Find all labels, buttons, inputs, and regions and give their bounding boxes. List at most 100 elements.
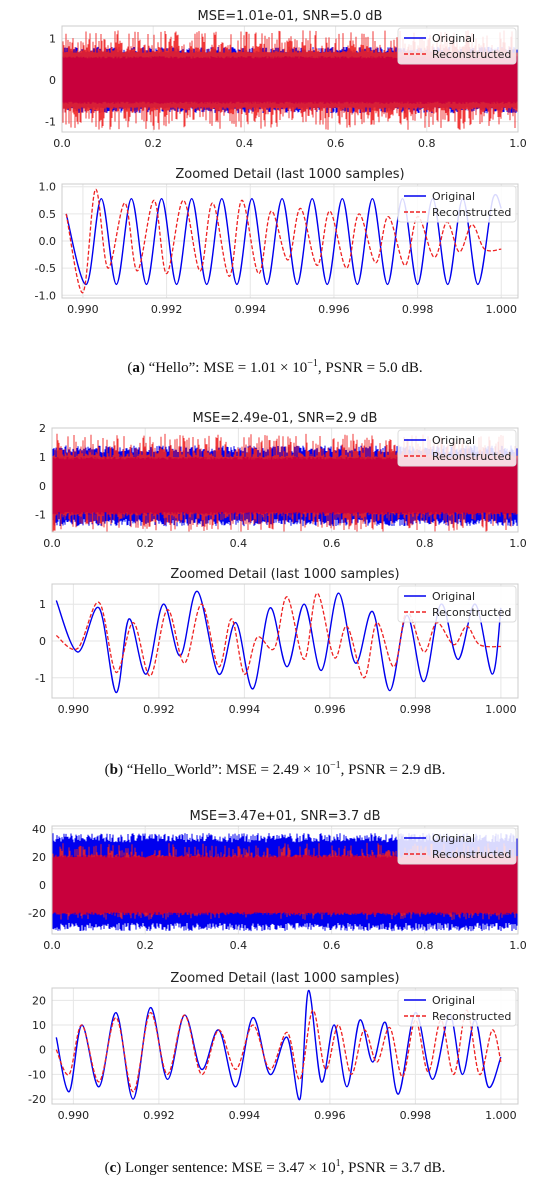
panel-2-zoom-legend (397, 989, 517, 1027)
panel-2-full-ytick-label: -20 (28, 907, 46, 920)
panel-0-zoom-ytick-label: -1.0 (35, 289, 56, 302)
panel-2-zoom-xtick-label: 0.992 (143, 1109, 175, 1122)
panel-0-full-legend-label-reconstructed: Reconstructed (432, 48, 511, 61)
panel-2-full-xtick-label: 0.0 (43, 939, 61, 952)
panel-0-zoom-legend-label-reconstructed: Reconstructed (432, 206, 511, 219)
panel-2-zoom-xtick-label: 1.000 (485, 1109, 517, 1122)
panel-2-full-frame (51, 825, 519, 935)
panel-0-full-xtick-label: 0.2 (144, 137, 162, 150)
panel-0-full-xtick-label: 0.0 (53, 137, 71, 150)
panel-2-full-legend (397, 827, 517, 865)
panel-2-zoom-ytick-label: -20 (28, 1093, 46, 1106)
panel-1-zoom-xtick-label: 0.998 (400, 703, 432, 716)
panel-2-zoom-ytick-label: -10 (28, 1068, 46, 1081)
panel-2-full-xtick-label: 0.4 (230, 939, 248, 952)
panel-2-full-ytick-label: 40 (32, 823, 46, 836)
panel-1-zoom-xtick-label: 1.000 (485, 703, 517, 716)
panel-0-zoom-xtick-label: 0.994 (235, 303, 267, 316)
panel-2-zoom-ytick-label: 10 (32, 1019, 46, 1032)
panel-0-zoom-legend (397, 185, 517, 223)
caption-c: (c) Longer sentence: MSE = 3.47 × 101, P… (104, 1158, 446, 1177)
panel-0-zoom: 0.990 0.992 0.994 0.996 0.998 1.000 1.0 0.5 0.0 -… (35, 167, 519, 316)
panel-0-zoom-xtick-label: 0.996 (318, 303, 350, 316)
panel-0-zoom-legend-label-original: Original (432, 190, 475, 203)
caption-a: (a) “Hello”: MSE = 1.01 × 10−1, PSNR = 5… (127, 358, 423, 377)
panel-2-full-xtick-label: 0.8 (416, 939, 434, 952)
panel-0-full-ytick-label: -1 (45, 116, 56, 129)
panel-0-full-xtick-label: 1.0 (509, 137, 527, 150)
panel-0-zoom-xtick-label: 0.992 (151, 303, 183, 316)
panel-0-full-xtick-label: 0.6 (327, 137, 345, 150)
panel-0-zoom-ytick-label: 0.5 (39, 208, 57, 221)
panel-0-zoom-xtick-label: 0.990 (67, 303, 99, 316)
panel-1-full-xtick-label: 1.0 (509, 537, 527, 550)
panel-1-full-legend-label-reconstructed: Reconstructed (432, 450, 511, 463)
caption-b: (b) “Hello_World”: MSE = 2.49 × 10−1, PS… (104, 760, 446, 779)
panel-2-full-legend-label-reconstructed: Reconstructed (432, 848, 511, 861)
panel-0-zoom-ytick-label: 0.0 (39, 235, 57, 248)
panel-2-zoom-xtick-label: 0.996 (314, 1109, 346, 1122)
panel-1-full-xtick-label: 0.2 (136, 537, 154, 550)
panel-0-zoom-xtick-label: 0.998 (402, 303, 434, 316)
panel-0-full-title: MSE=1.01e-01, SNR=5.0 dB (198, 9, 383, 24)
panel-1-zoom-xtick-label: 0.996 (314, 703, 346, 716)
panel-1-zoom-ytick-label: 1 (39, 598, 46, 611)
panel-2-zoom: 0.990 0.992 0.994 0.996 0.998 1.000 20 10 0 -10 -2… (28, 971, 519, 1122)
panel-2-full-ytick-label: 0 (39, 879, 46, 892)
panel-1-full-xtick-label: 0.4 (230, 537, 248, 550)
panel-2-zoom-title: Zoomed Detail (last 1000 samples) (170, 971, 399, 986)
panel-0-full-ytick-label: 0 (49, 74, 56, 87)
panel-1-zoom-legend-label-original: Original (432, 590, 475, 603)
panel-1-full-xtick-label: 0.8 (416, 537, 434, 550)
panel-1-full-ytick-label: 0 (39, 480, 46, 493)
panel-2-full-legend-label-original: Original (432, 832, 475, 845)
panel-1-full-ytick-label: -1 (35, 509, 46, 522)
panel-0-full-legend-label-original: Original (432, 32, 475, 45)
panel-2-zoom-legend-label-reconstructed: Reconstructed (432, 1010, 511, 1023)
panel-2-zoom-legend-label-original: Original (432, 994, 475, 1007)
panel-2-full-xtick-label: 1.0 (509, 939, 527, 952)
panel-1-zoom-legend-label-reconstructed: Reconstructed (432, 606, 511, 619)
panel-0-full-ytick-label: 1 (49, 32, 56, 45)
panel-1-zoom-xtick-label: 0.992 (143, 703, 175, 716)
panel-2-zoom-ytick-label: 20 (32, 994, 46, 1007)
panel-1-zoom-xtick-label: 0.990 (58, 703, 90, 716)
panel-0-zoom-ytick-label: -0.5 (35, 262, 56, 275)
panel-2-full-ytick-label: 20 (32, 851, 46, 864)
panel-1-zoom-legend (397, 585, 517, 623)
panel-0-full-legend (397, 27, 517, 65)
panel-1-full-legend-label-original: Original (432, 434, 475, 447)
panel-1-zoom-ytick-label: 0 (39, 635, 46, 648)
series-original (55, 989, 502, 1100)
panel-2-zoom-frame (51, 987, 519, 1105)
series-original (55, 590, 502, 694)
panel-2-zoom-ytick-label: 0 (39, 1044, 46, 1057)
panel-1-full-ytick-label: 2 (39, 422, 46, 435)
panel-0-zoom-frame (61, 183, 519, 299)
panel-0-zoom-xtick-label: 1.000 (486, 303, 518, 316)
panel-1-zoom-ytick-label: -1 (35, 672, 46, 685)
panel-1-full-xtick-label: 0.0 (43, 537, 61, 550)
panel-0-full-xtick-label: 0.8 (418, 137, 436, 150)
series-reconstructed (55, 592, 501, 679)
panel-0-full: 0.0 0.2 0.4 0.6 0.8 1.0 -1 0 1 MSE=1.01e-01, SNR=… (45, 9, 527, 150)
series-reconstructed (55, 1009, 502, 1093)
panel-2-full-title: MSE=3.47e+01, SNR=3.7 dB (189, 809, 380, 824)
panel-2-zoom-xtick-label: 0.998 (400, 1109, 432, 1122)
panel-2-full: 0.0 0.2 0.4 0.6 0.8 1.0 40 20 0 -20 MSE=3.47e+01, … (28, 809, 527, 952)
panel-1-zoom-xtick-label: 0.994 (229, 703, 261, 716)
panel-0-zoom-ytick-label: 1.0 (39, 181, 57, 194)
panel-0-zoom-title: Zoomed Detail (last 1000 samples) (175, 167, 404, 182)
panel-2-zoom-xtick-label: 0.994 (229, 1109, 261, 1122)
panel-1-full-xtick-label: 0.6 (323, 537, 341, 550)
panel-0-full-xtick-label: 0.4 (236, 137, 254, 150)
panel-1-full-frame (51, 427, 519, 533)
panel-1-zoom-title: Zoomed Detail (last 1000 samples) (170, 567, 399, 582)
panel-1-full-title: MSE=2.49e-01, SNR=2.9 dB (193, 411, 378, 426)
panel-2-full-xtick-label: 0.6 (323, 939, 341, 952)
panel-1-full-ytick-label: 1 (39, 451, 46, 464)
panel-2-full-xtick-label: 0.2 (136, 939, 154, 952)
series-reconstructed (65, 188, 502, 294)
panel-1-zoom: 0.990 0.992 0.994 0.996 0.998 1.000 1 0 -1 Zoomed… (35, 567, 519, 716)
